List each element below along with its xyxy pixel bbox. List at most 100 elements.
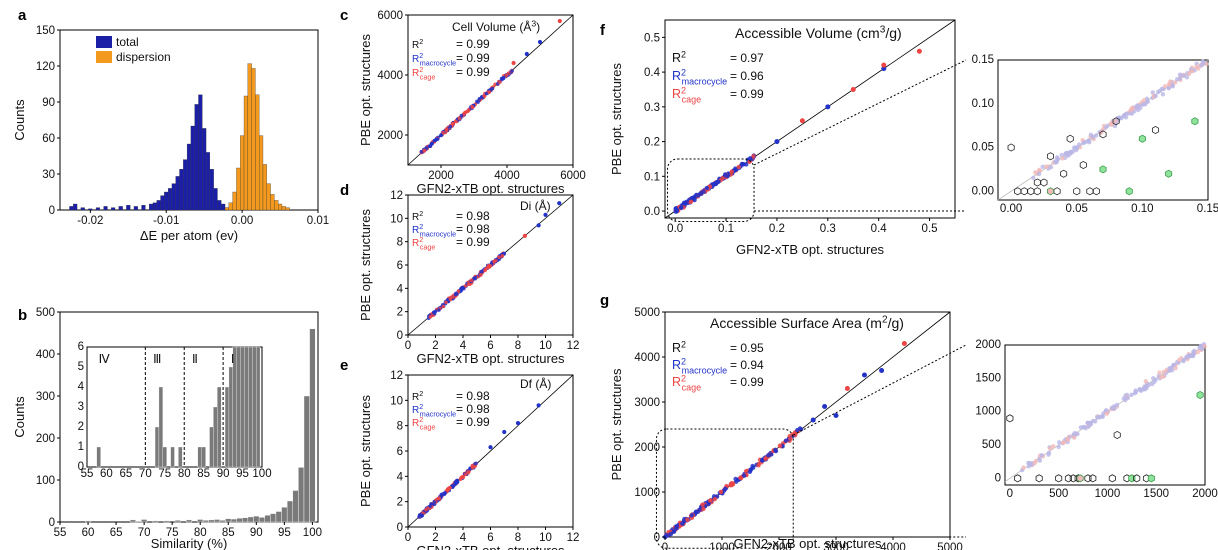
bar-similarity: [286, 500, 293, 523]
stat-label-sup: 2: [419, 402, 423, 411]
inset-y-tick-label: 3: [78, 401, 84, 413]
stat-label: R2: [672, 339, 686, 355]
stat-label-sub: macrocycle: [420, 58, 456, 67]
region-label: Ⅳ: [99, 352, 110, 366]
stat-label: R2 macrocycle: [412, 402, 456, 418]
cage-point: [844, 386, 850, 391]
stat-label: R2: [412, 209, 423, 223]
y-tick-label: 4000: [634, 352, 660, 364]
y-tick-label: 200: [36, 433, 55, 445]
x-axis-label: Similarity (%): [151, 536, 228, 550]
stat-label: R2 macrocycle: [412, 51, 456, 67]
inset-y-tick-label: 0: [995, 472, 1001, 484]
y-tick-label: 0: [654, 532, 660, 544]
outlier-marker: [1191, 117, 1199, 126]
cage-point: [498, 80, 502, 84]
outlier-marker: [1092, 187, 1100, 196]
stat-label-sup: 2: [419, 51, 423, 60]
y-axis-label: PBE opt. structures: [609, 368, 624, 480]
bar-similarity: [292, 490, 299, 523]
stat-value: = 0.99: [456, 235, 490, 249]
y-tick-label: 300: [36, 391, 55, 403]
bar-total: [175, 176, 180, 211]
faint-point: [1068, 149, 1074, 155]
outlier-marker: [1133, 474, 1141, 483]
panel-label-f: f: [600, 22, 606, 39]
bar-similarity: [303, 395, 310, 523]
cage-point: [688, 199, 694, 205]
faint-point: [1129, 392, 1134, 398]
faint-point: [1141, 386, 1146, 392]
outlier-marker: [1040, 178, 1048, 187]
legend-entry: total: [116, 35, 139, 49]
outlier-marker: [1020, 187, 1028, 196]
cage-point: [466, 282, 471, 286]
macrocycle-point: [774, 139, 780, 145]
plot-title-tail: /g): [888, 315, 904, 331]
bar-similarity: [225, 518, 232, 523]
y-tick-label: 0: [397, 330, 403, 342]
outlier-marker: [1055, 474, 1063, 483]
cage-point: [469, 278, 473, 283]
x-tick-label: 12: [567, 532, 580, 544]
stat-value: = 0.99: [730, 375, 764, 389]
cage-point: [881, 62, 887, 68]
faint-point: [1064, 151, 1069, 157]
bar-total: [69, 206, 74, 211]
macrocycle-point: [674, 523, 680, 529]
cage-point: [736, 164, 741, 170]
cage-point: [916, 48, 922, 54]
inset-y-tick-label: 0.10: [972, 98, 994, 110]
stat-label-base: R: [412, 418, 419, 429]
outlier-marker: [1060, 169, 1068, 178]
outlier-marker: [1125, 187, 1133, 196]
bar-similarity: [152, 520, 159, 523]
y-axis-label: PBE opt. structures: [358, 209, 373, 321]
macrocycle-point: [701, 189, 706, 194]
x-tick-label: -0.02: [77, 215, 103, 227]
inset-bar: [209, 426, 214, 468]
faint-point: [1071, 435, 1077, 440]
bar-total: [217, 200, 222, 211]
faint-point: [1202, 344, 1207, 349]
zoom-box: [655, 428, 794, 549]
bar-total: [190, 125, 195, 211]
cage-point: [444, 300, 448, 305]
faint-point: [1199, 346, 1204, 351]
macrocycle-point: [428, 144, 432, 149]
y-axis-label: Counts: [12, 99, 27, 141]
macrocycle-point: [712, 181, 717, 186]
macrocycle-point: [822, 404, 828, 409]
x-tick-label: 0.1: [718, 223, 734, 235]
cage-point: [457, 116, 462, 121]
faint-point: [1046, 452, 1051, 457]
stat-label-base: R: [672, 341, 681, 355]
panel-label-c: c: [340, 7, 348, 24]
stat-value: = 0.99: [456, 65, 490, 79]
plot-title-sup: 2: [882, 315, 888, 326]
macrocycle-point: [750, 463, 755, 469]
x-tick-label: 0: [405, 340, 411, 352]
faint-point: [1095, 415, 1100, 420]
macrocycle-point: [557, 201, 562, 206]
y-tick-label: 60: [42, 133, 55, 145]
stat-label-sub: cage: [420, 72, 436, 81]
cage-point: [463, 472, 468, 477]
stat-label-base: R: [412, 54, 419, 65]
outlier-marker: [1035, 474, 1043, 483]
faint-point: [1081, 140, 1086, 146]
inset-y-tick-label: 0.00: [972, 185, 994, 197]
bar-total: [213, 188, 218, 211]
stat-value: = 0.99: [456, 37, 490, 51]
stat-value: = 0.98: [456, 389, 490, 403]
macrocycle-point: [833, 413, 839, 418]
faint-point: [1047, 446, 1053, 451]
faint-point: [1076, 142, 1082, 147]
stat-label-base: R: [412, 392, 419, 403]
macrocycle-point: [825, 104, 831, 110]
bar-total: [73, 203, 78, 211]
inset-x-tick-label: 75: [158, 468, 171, 480]
cage-point: [428, 315, 433, 319]
faint-point: [1032, 460, 1037, 466]
faint-point: [1160, 92, 1166, 97]
